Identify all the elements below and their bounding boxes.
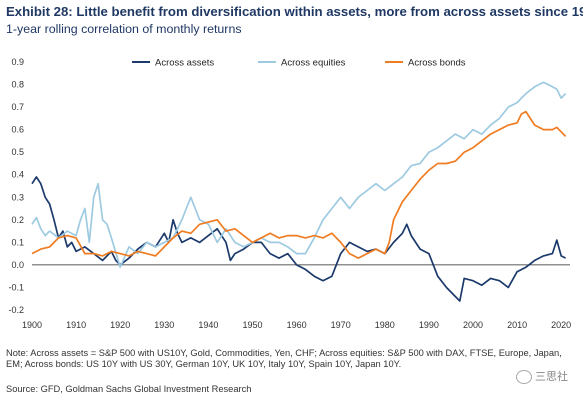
y-tick-label: 0.1 (11, 237, 24, 247)
x-tick-label: 2020 (551, 320, 571, 330)
y-tick-label: 0.5 (11, 147, 24, 157)
legend-label: Across equities (281, 58, 346, 69)
x-tick-label: 1910 (66, 320, 86, 330)
chart-series (31, 81, 567, 302)
legend-label: Across assets (155, 58, 214, 69)
y-tick-label: 0.0 (11, 260, 24, 270)
wechat-icon (516, 370, 532, 385)
x-tick-label: 1980 (375, 320, 395, 330)
x-tick-label: 1930 (154, 320, 174, 330)
x-tick-label: 1960 (287, 320, 307, 330)
source-line: Source: GFD, Goldman Sachs Global Invest… (6, 384, 252, 394)
x-tick-label: 1900 (22, 320, 42, 330)
chart-axes: -0.2 -0.1 0.0 0.1 0.2 0.3 0.4 0.5 0.6 0.7 0.8 0.9 19… (8, 57, 571, 330)
x-tick-label: 1920 (110, 320, 130, 330)
series-line-across-bonds (31, 110, 567, 259)
watermark-label: 三思社 (535, 371, 568, 383)
series-line-across-equities (31, 81, 567, 269)
y-tick-label: -0.2 (8, 305, 24, 315)
page-subtitle: 1-year rolling correlation of monthly re… (6, 22, 242, 36)
correlation-chart: -0.2 -0.1 0.0 0.1 0.2 0.3 0.4 0.5 0.6 0.7 0.8 0.9 19… (8, 57, 571, 330)
page-title: Exhibit 28: Little benefit from diversif… (6, 4, 583, 19)
x-tick-label: 1940 (198, 320, 218, 330)
watermark: 三思社 (516, 368, 568, 385)
x-tick-label: 1950 (242, 320, 262, 330)
footnote: Note: Across assets = S&P 500 with US10Y… (6, 348, 562, 369)
y-tick-label: 0.6 (11, 125, 24, 135)
y-tick-label: 0.3 (11, 192, 24, 202)
x-tick-label: 1990 (419, 320, 439, 330)
x-tick-label: 2010 (507, 320, 527, 330)
y-tick-label: 0.8 (11, 80, 24, 90)
y-tick-label: -0.1 (8, 282, 24, 292)
y-tick-label: 0.2 (11, 215, 24, 225)
legend-label: Across bonds (408, 58, 466, 69)
chart-legend: Across assets Across equities Across bonds (132, 58, 466, 69)
y-tick-label: 0.7 (11, 102, 24, 112)
x-tick-label: 2000 (463, 320, 483, 330)
x-tick-label: 1970 (331, 320, 351, 330)
y-tick-label: 0.9 (11, 57, 24, 67)
y-tick-label: 0.4 (11, 170, 24, 180)
